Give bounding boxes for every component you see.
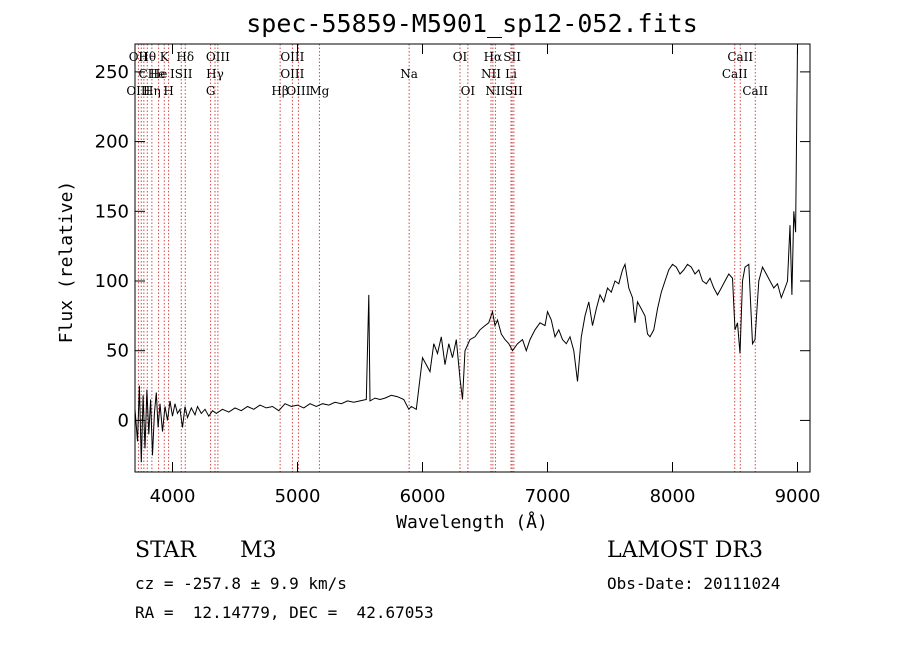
spectral-line-label-21: H: [163, 84, 173, 98]
spectral-line-label-0: Hθ: [138, 50, 156, 64]
x-tick-label-0: 4000: [150, 486, 196, 507]
obs-date: Obs-Date: 20111024: [607, 574, 781, 593]
survey-name: LAMOST DR3: [607, 538, 763, 563]
spectral-line-label-22: G: [206, 84, 216, 98]
x-axis-label: Wavelength (Å): [396, 511, 548, 533]
spectral-line-label-13: Hγ: [206, 67, 224, 81]
spectral-line-label-11: He: [150, 67, 168, 81]
spectral-line-label-12: ISII: [170, 67, 193, 81]
spectral-line-label-7: Hα: [484, 50, 503, 64]
object-class: STAR: [135, 538, 196, 563]
x-tick-label-3: 7000: [525, 486, 571, 507]
y-tick-label-3: 150: [95, 201, 129, 222]
spectral-line-label-19: OIII: [126, 84, 150, 98]
spectral-line-label-5: OIII: [280, 50, 304, 64]
spectral-line-label-20: Hη: [143, 84, 161, 98]
spectral-line-label-29: CaII: [742, 84, 768, 98]
spectral-line-label-15: Na: [400, 67, 418, 81]
spectral-line-label-4: OIII: [206, 50, 230, 64]
spectrum-line: [134, 43, 798, 463]
y-tick-label-2: 100: [95, 271, 129, 292]
spectral-line-label-10: CHe: [139, 67, 166, 81]
spectral-line-label-14: OIII: [280, 67, 304, 81]
y-axis-ticks: 0 50 100 150 200 250: [95, 62, 810, 431]
y-tick-label-0: 0: [118, 410, 129, 431]
y-axis-label: Flux (relative): [56, 181, 77, 344]
y-tick-label-4: 200: [95, 132, 129, 153]
x-tick-label-2: 6000: [400, 486, 446, 507]
spectral-line-label-24: OIII: [286, 84, 310, 98]
chart-title: spec-55859-M5901_sp12-052.fits: [246, 9, 698, 38]
y-tick-label-1: 50: [106, 341, 129, 362]
y-tick-label-5: 250: [95, 62, 129, 83]
spectral-line-label-2: K: [160, 50, 170, 64]
x-axis-ticks: 4000 5000 6000 7000 8000 9000: [150, 44, 821, 507]
x-tick-label-4: 8000: [650, 486, 696, 507]
spectral-line-label-8: SII: [503, 50, 521, 64]
object-subclass: M3: [240, 538, 277, 563]
spectral-line-label-17: Li: [505, 67, 517, 81]
plot-frame: [134, 43, 811, 473]
x-tick-label-1: 5000: [275, 486, 321, 507]
spectral-line-label-25: Mg: [309, 84, 329, 98]
spectral-line-label-26: OI: [461, 84, 476, 98]
spectral-line-label-9: CaII: [727, 50, 753, 64]
spectral-line-label-16: NII: [481, 67, 501, 81]
spectral-line-markers: [137, 44, 756, 472]
spectral-line-label-18: CaII: [722, 67, 748, 81]
spectral-line-label-6: OI: [453, 50, 468, 64]
x-tick-label-5: 9000: [775, 486, 821, 507]
spectral-line-label-27: NII: [485, 84, 505, 98]
spectral-line-label-28: SII: [505, 84, 523, 98]
redshift-info: cz = -257.8 ± 9.9 km/s: [135, 574, 347, 593]
spectral-line-label-23: Hβ: [271, 84, 288, 98]
spectral-line-label-1: OII: [129, 50, 149, 64]
coordinates: RA = 12.14779, DEC = 42.67053: [135, 603, 434, 622]
spectral-line-label-3: Hδ: [176, 50, 194, 64]
